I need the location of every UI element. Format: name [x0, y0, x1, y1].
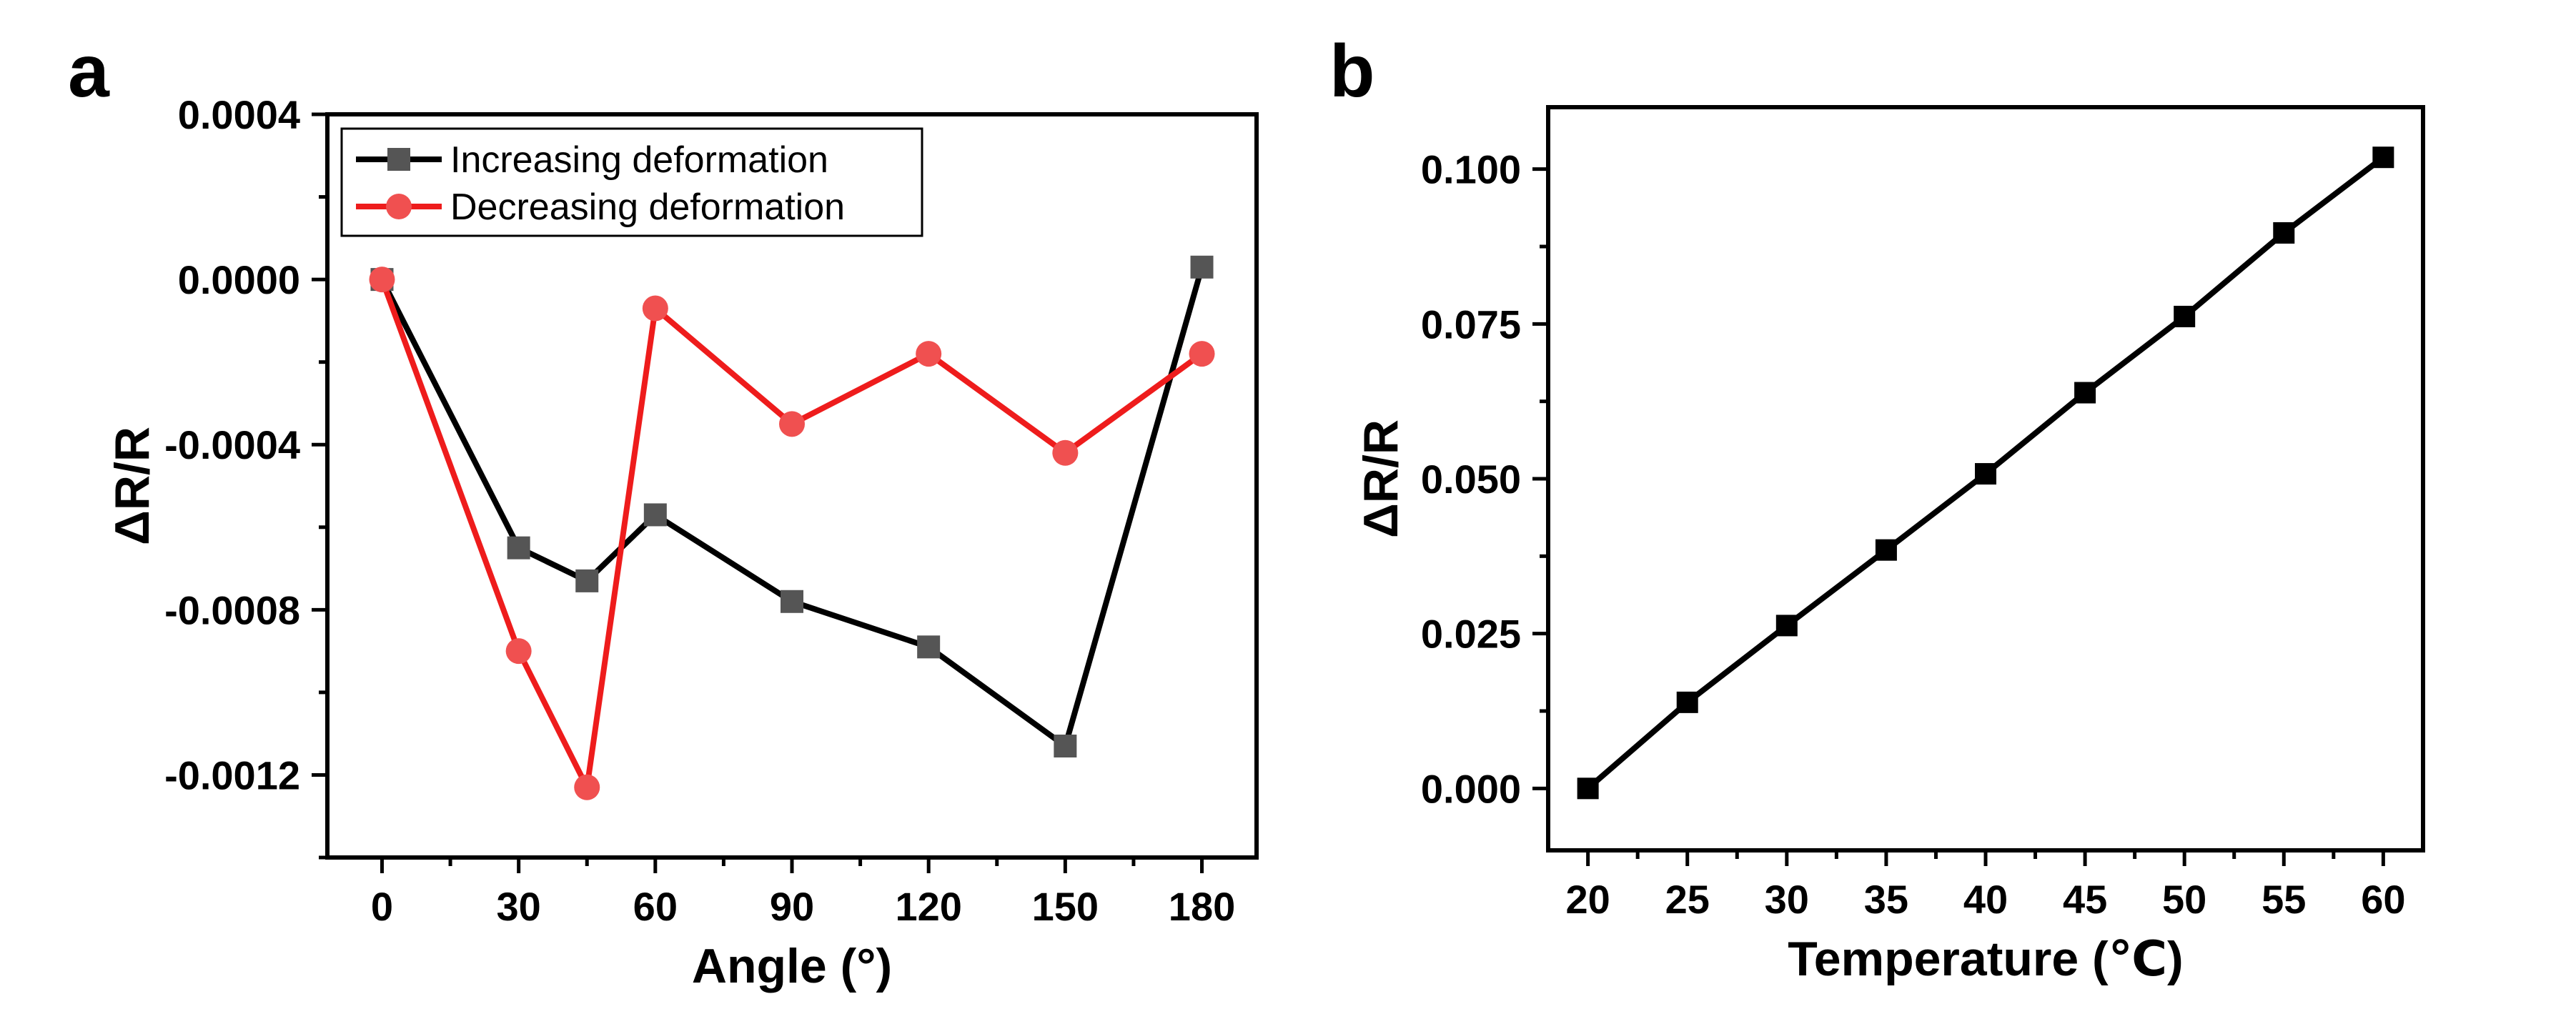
data-point-a-0-2 [575, 569, 599, 592]
data-point-b-0-6 [2174, 305, 2196, 327]
data-point-a-0-3 [643, 503, 667, 527]
y-tick-label-a-0: -0.0012 [164, 752, 300, 797]
y-tick-label-b-2: 0.050 [1421, 457, 1521, 502]
data-point-a-1-6 [1052, 439, 1079, 466]
legend-marker-increasing [387, 148, 410, 171]
y-tick-label-b-1: 0.025 [1421, 612, 1521, 657]
data-point-b-0-1 [1676, 691, 1698, 713]
legend-entry-decreasing: Decreasing deformation [450, 187, 845, 228]
y-tick-label-a-3: 0.0000 [178, 257, 300, 302]
panel-label-a: a [68, 30, 110, 113]
x-tick-label-b-1: 25 [1665, 877, 1710, 922]
axis-ticks-b: 20 25 30 35 40 45 50 55 60 0.000 0.025 0.050 0.075 0.… [1421, 147, 2406, 922]
data-point-b-0-3 [1875, 539, 1897, 561]
series-line-a-1 [379, 278, 1204, 790]
axis-ticks-a: 0 30 60 90 120 150 180 -0.0012 -0.0008 -0.0004 0.0… [164, 92, 1235, 929]
y-tick-label-a-2: -0.0004 [164, 422, 300, 467]
data-point-b-0-4 [1975, 463, 1996, 485]
data-point-a-0-5 [917, 635, 941, 659]
x-tick-label-a-4: 120 [895, 884, 961, 929]
x-tick-label-a-3: 90 [770, 884, 814, 929]
x-tick-label-b-0: 20 [1565, 877, 1610, 922]
x-axis-title-b: Temperature (℃) [1788, 932, 2183, 986]
data-point-a-0-7 [1190, 255, 1214, 279]
data-point-b-0-0 [1577, 777, 1599, 800]
data-point-a-1-3 [642, 295, 668, 322]
x-tick-label-b-2: 30 [1765, 877, 1809, 922]
y-tick-label-a-4: 0.0004 [178, 92, 300, 137]
data-point-b-0-2 [1775, 615, 1798, 637]
panel-label-b: b [1329, 30, 1375, 113]
y-tick-label-b-3: 0.075 [1421, 302, 1521, 347]
x-axis-title-a: Angle (°) [692, 939, 892, 993]
legend-a: Increasing deformation Decreasing deform… [340, 127, 923, 237]
data-point-b-0-7 [2273, 222, 2295, 244]
x-tick-label-b-5: 45 [2063, 877, 2107, 922]
data-point-a-1-0 [369, 267, 395, 293]
x-tick-label-a-0: 0 [371, 884, 393, 929]
x-tick-label-a-2: 60 [633, 884, 678, 929]
chart-panel-a: a 0 30 60 90 120 150 180-0.0012-0.0008-0.00040… [68, 30, 1259, 993]
data-point-b-0-8 [2372, 146, 2394, 169]
data-point-b-0-5 [2074, 382, 2096, 404]
data-point-a-0-1 [507, 536, 530, 560]
x-tick-label-b-8: 60 [2361, 877, 2405, 922]
legend-marker-decreasing [386, 194, 412, 219]
data-point-a-0-6 [1054, 735, 1077, 757]
x-tick-label-b-6: 50 [2162, 877, 2206, 922]
data-point-a-1-7 [1189, 341, 1215, 367]
plot-series-a [369, 255, 1215, 800]
x-tick-label-a-1: 30 [496, 884, 540, 929]
x-tick-label-b-7: 55 [2262, 877, 2306, 922]
x-tick-label-a-5: 150 [1032, 884, 1099, 929]
y-tick-label-b-0: 0.000 [1421, 766, 1521, 811]
y-axis-title-b: ΔR/R [1354, 419, 1408, 538]
y-tick-label-b-4: 0.100 [1421, 147, 1521, 192]
legend-box-a [340, 127, 923, 237]
data-point-a-1-2 [574, 774, 600, 800]
data-point-a-0-4 [781, 590, 803, 613]
x-tick-label-a-6: 180 [1169, 884, 1235, 929]
y-axis-title-a: ΔR/R [105, 427, 159, 545]
series-line-a-0 [379, 266, 1205, 749]
chart-panel-b: b 20 25 30 35 40 45 50 55 60 0.000 0.025 0.050 0.075… [1329, 30, 2425, 986]
x-tick-label-b-4: 40 [1963, 877, 2008, 922]
legend-entry-increasing: Increasing deformation [450, 139, 828, 181]
data-point-a-1-1 [505, 638, 532, 665]
plot-series-b [1577, 146, 2394, 800]
y-tick-label-a-1: -0.0008 [164, 587, 300, 632]
data-point-a-1-4 [779, 411, 805, 437]
x-tick-label-b-3: 35 [1864, 877, 1908, 922]
data-point-a-1-5 [916, 341, 942, 367]
